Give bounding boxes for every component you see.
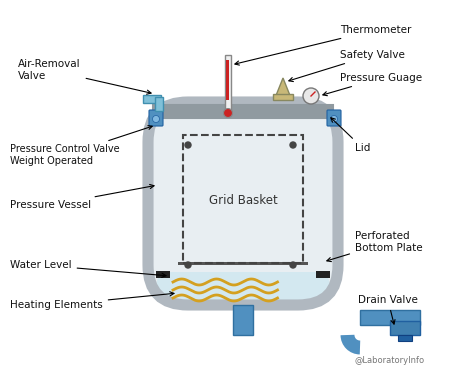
Circle shape: [330, 116, 337, 122]
Bar: [143, 95, 161, 103]
Text: Lid: Lid: [331, 118, 370, 153]
Bar: [233, 305, 253, 335]
Bar: [398, 335, 412, 341]
Circle shape: [185, 142, 191, 148]
Circle shape: [153, 116, 159, 122]
FancyBboxPatch shape: [156, 272, 330, 300]
Text: Perforated
Bottom Plate: Perforated Bottom Plate: [327, 231, 423, 261]
Bar: [273, 94, 293, 100]
Circle shape: [290, 142, 296, 148]
Bar: [153, 105, 333, 118]
Text: Pressure Guage: Pressure Guage: [323, 73, 422, 96]
FancyBboxPatch shape: [149, 110, 163, 126]
Text: Drain Valve: Drain Valve: [358, 295, 418, 324]
Text: Grid Basket: Grid Basket: [209, 194, 277, 207]
Bar: [178, 262, 308, 265]
Bar: [155, 97, 163, 111]
Text: Pressure Control Valve
Weight Operated: Pressure Control Valve Weight Operated: [10, 126, 152, 166]
Bar: [360, 310, 420, 325]
Text: Safety Valve: Safety Valve: [289, 50, 405, 82]
Text: Thermometer: Thermometer: [235, 25, 411, 65]
Text: Pressure Vessel: Pressure Vessel: [10, 185, 154, 210]
Bar: [227, 60, 229, 100]
Circle shape: [185, 262, 191, 268]
Bar: [156, 271, 170, 278]
Circle shape: [303, 88, 319, 104]
Circle shape: [290, 262, 296, 268]
Polygon shape: [275, 78, 291, 98]
Bar: [183, 135, 303, 263]
FancyBboxPatch shape: [148, 102, 338, 305]
Bar: [316, 271, 330, 278]
Bar: [390, 321, 420, 335]
Bar: [225, 55, 231, 115]
Circle shape: [224, 109, 233, 117]
FancyBboxPatch shape: [327, 110, 341, 126]
Text: Air-Removal
Valve: Air-Removal Valve: [18, 59, 151, 94]
Text: Water Level: Water Level: [10, 260, 166, 278]
Text: Heating Elements: Heating Elements: [10, 292, 174, 310]
Text: @LaboratoryInfo: @LaboratoryInfo: [355, 356, 425, 365]
